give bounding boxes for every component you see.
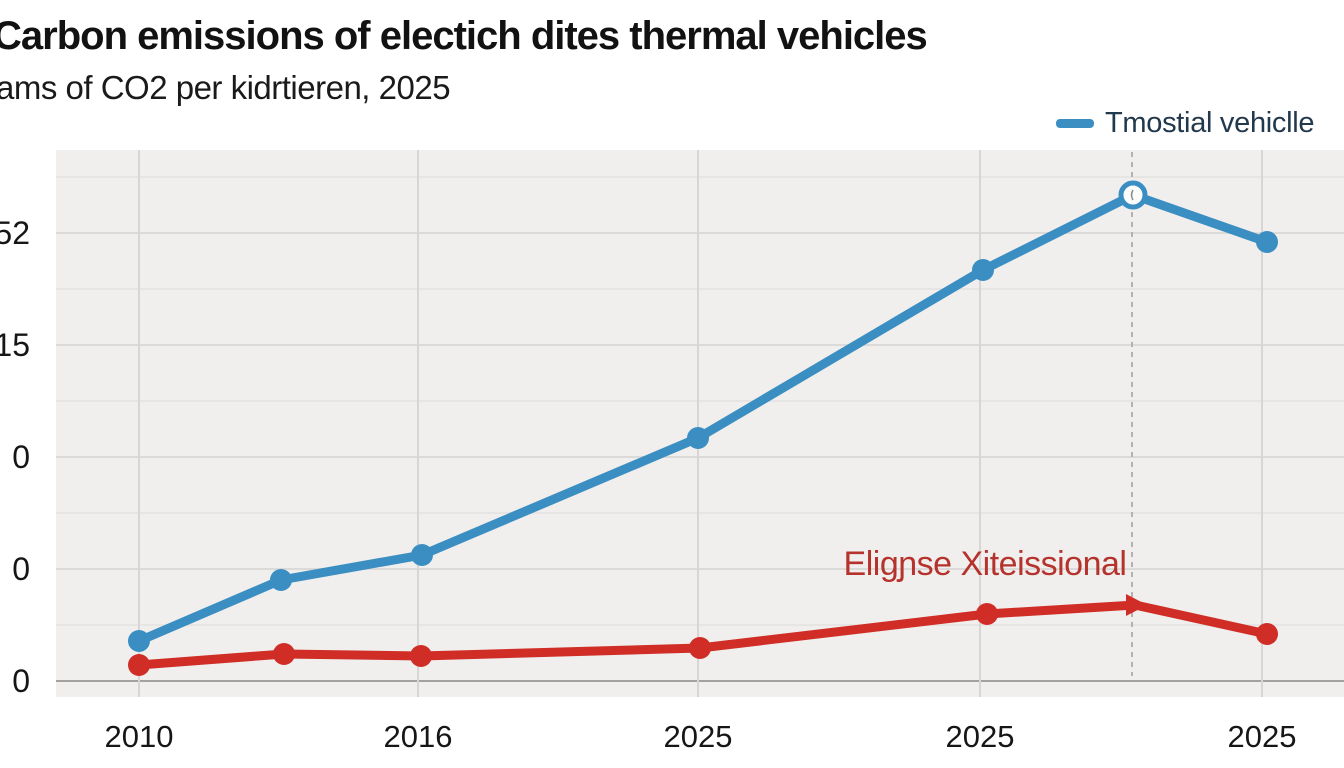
- peak-open-circle-marker: [1118, 180, 1148, 210]
- red-series-point: [128, 654, 150, 676]
- chart-title: Carbon emissions of electich dites therm…: [0, 14, 928, 58]
- blue-series-point: [411, 544, 433, 566]
- blue-series-point: [270, 569, 292, 591]
- red-series-point: [689, 637, 711, 659]
- x-tick-label: 2016: [384, 719, 453, 754]
- blue-series-point: [972, 259, 994, 281]
- red-series-point: [1256, 623, 1278, 645]
- x-tick-label: 2010: [105, 719, 174, 754]
- chart-header: Carbon emissions of electich dites therm…: [0, 0, 1344, 107]
- x-tick-label: 2025: [946, 719, 1015, 754]
- legend: Tmostial vehiclle: [1056, 101, 1315, 145]
- y-tick-label: 52: [0, 215, 30, 251]
- blue-series-point: [128, 630, 150, 652]
- chart-subtitle: ams of CO2 per kidrtieren, 2025: [0, 69, 451, 106]
- y-tick-label: 15: [0, 327, 30, 363]
- red-arrow-marker: [1126, 594, 1147, 616]
- y-tick-label: 0: [12, 439, 30, 475]
- blue-series-point: [687, 427, 709, 449]
- peak-marker-inner-glyph: [1130, 189, 1134, 201]
- red-series-point: [410, 645, 432, 667]
- legend-line-marker: [1056, 118, 1094, 128]
- x-tick-label: 2025: [664, 719, 733, 754]
- x-tick-label: 2025: [1228, 719, 1297, 754]
- red-series-point: [273, 643, 295, 665]
- y-tick-label: 0: [12, 663, 30, 699]
- red-series-point: [976, 603, 998, 625]
- blue-series-point: [1256, 231, 1278, 253]
- legend-label: Tmostial vehiclle: [1105, 106, 1315, 139]
- y-tick-label: 0: [12, 551, 30, 587]
- red-series-annotation: Eligɲse Xiteissional: [844, 545, 1127, 583]
